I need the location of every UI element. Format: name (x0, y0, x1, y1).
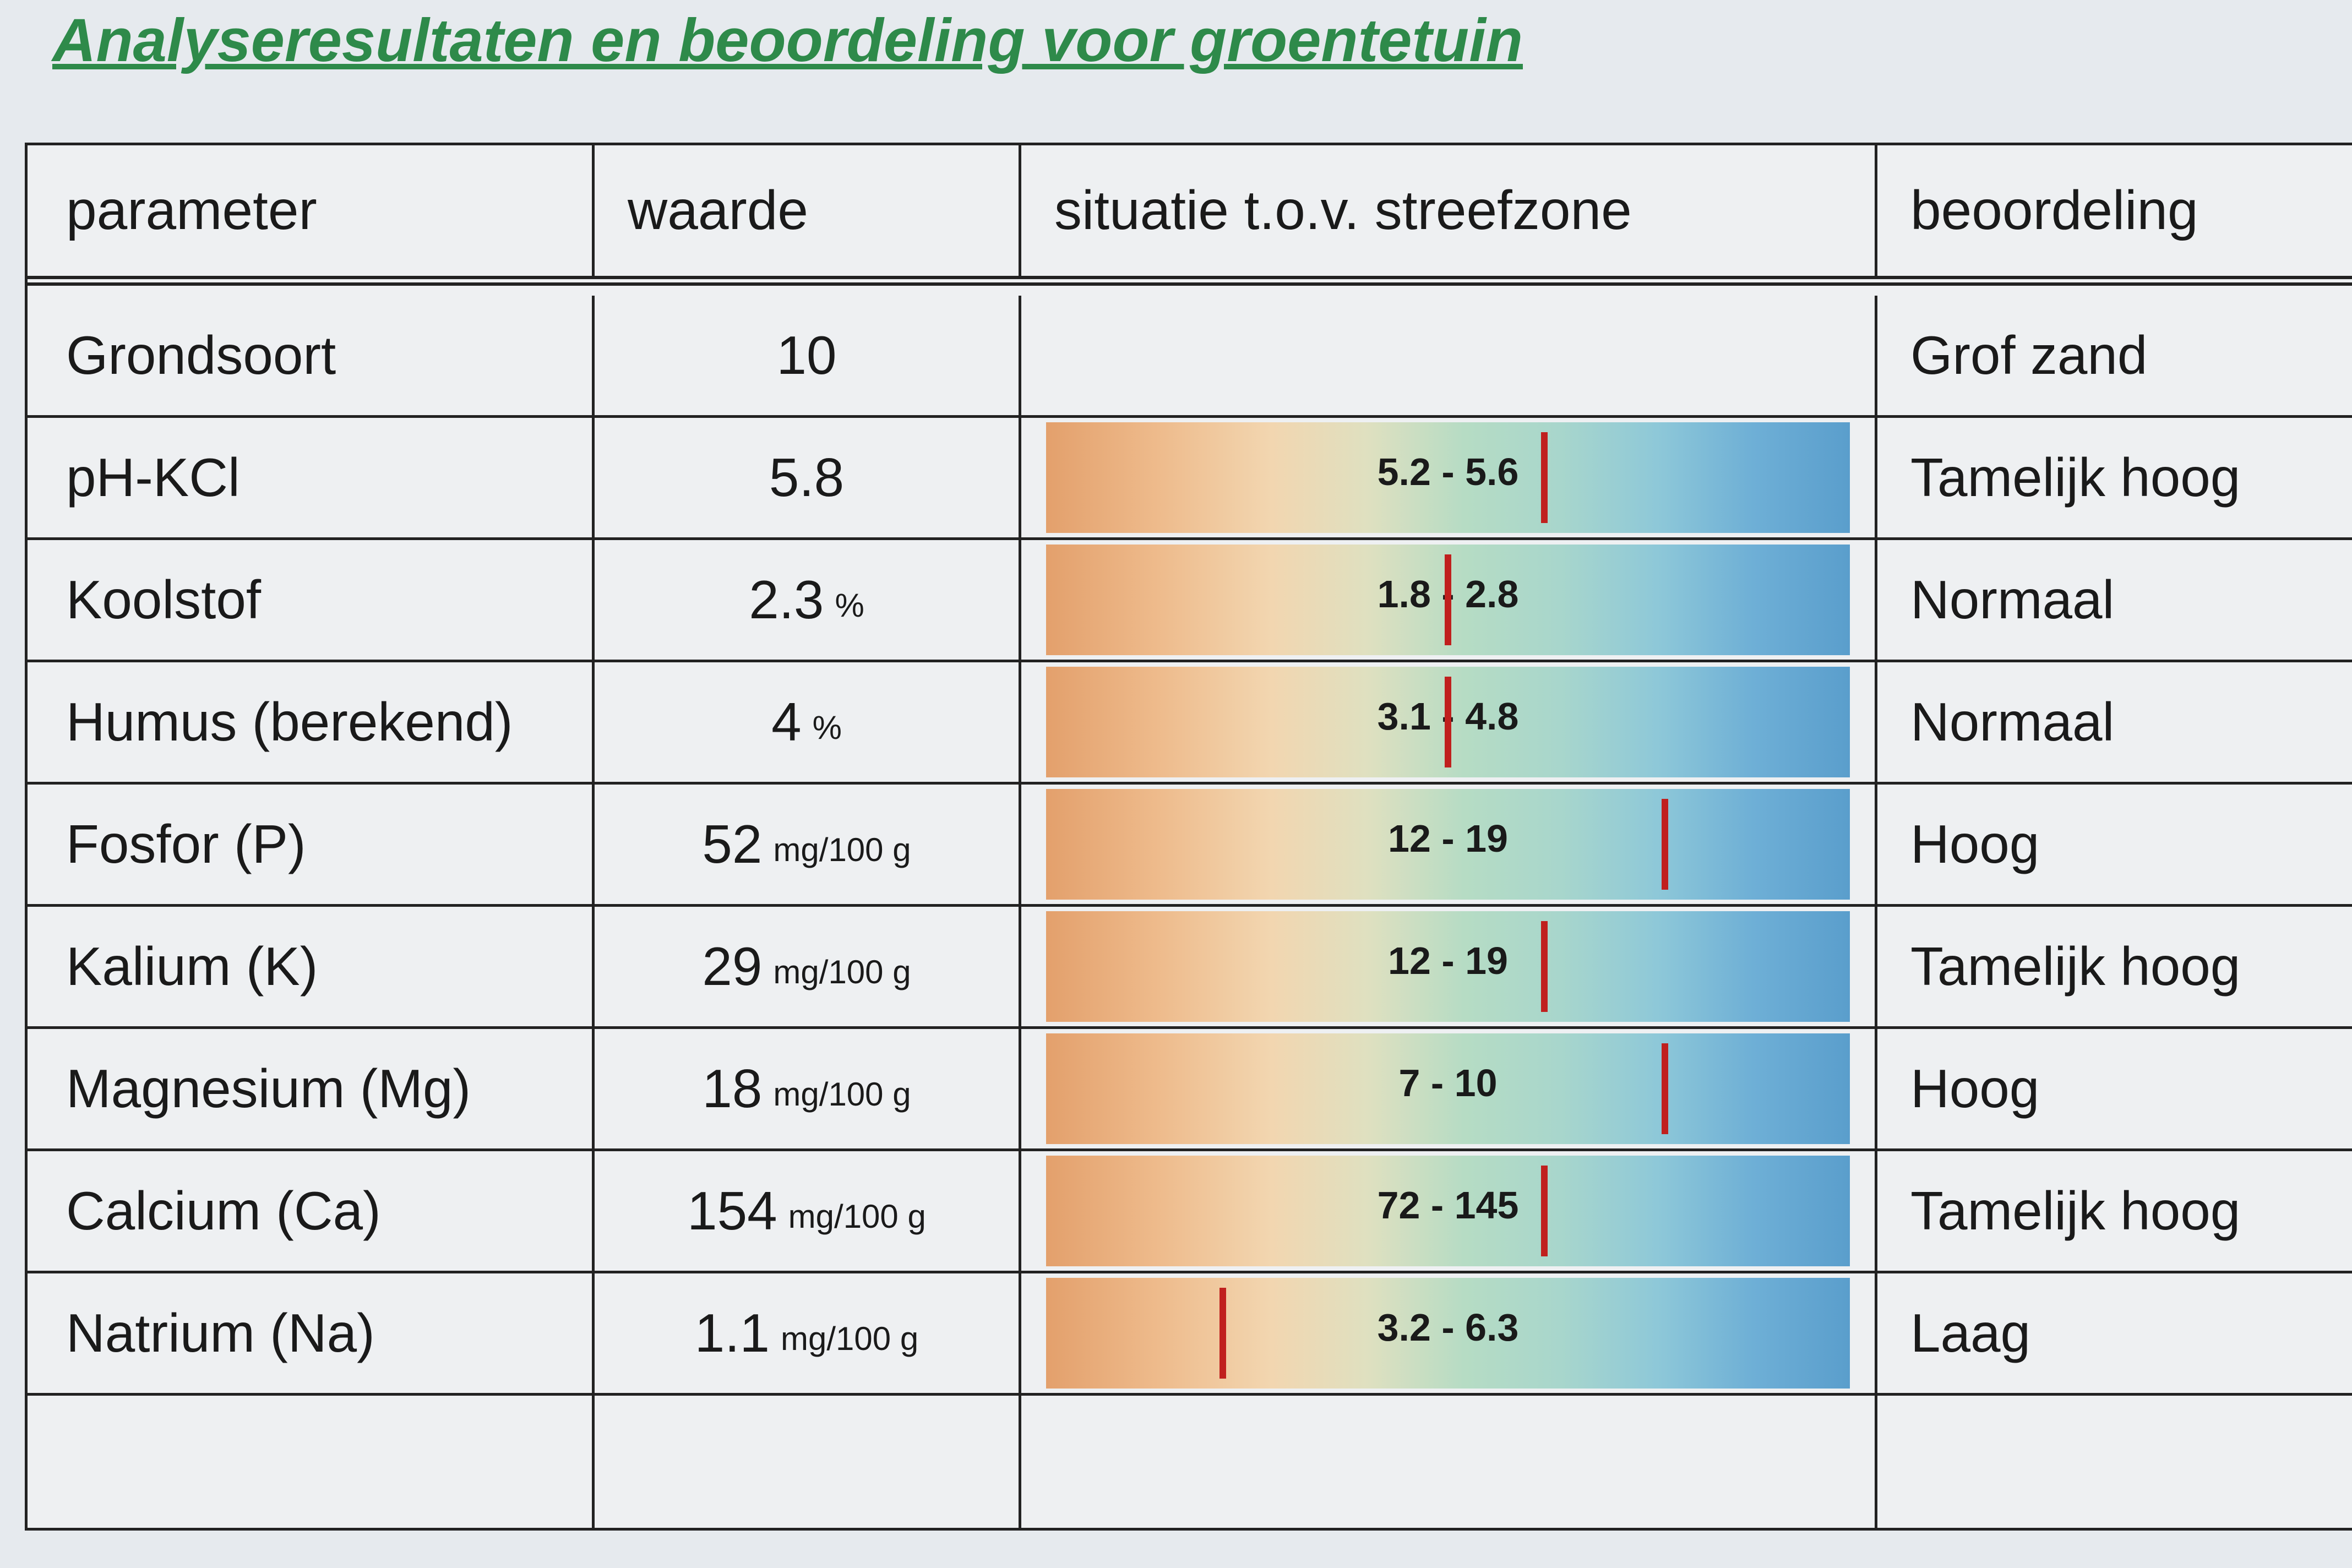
judgement-cell: Laag (1910, 1303, 2031, 1363)
value-marker (1662, 1043, 1669, 1134)
table-row: Kalium (K) 29 mg/100 g 12 - 19 Tamelijk hoog (28, 907, 2352, 1029)
unit: mg/100 g (781, 1320, 919, 1357)
value-marker (1541, 432, 1548, 523)
zone-cell (1021, 296, 1877, 415)
unit: mg/100 g (788, 1198, 926, 1235)
zone-cell: 3.2 - 6.3 (1021, 1273, 1877, 1393)
judgement-cell: Normaal (1910, 692, 2115, 752)
empty-row (28, 1396, 2352, 1531)
value-cell: 29 mg/100 g (595, 907, 1021, 1026)
zone-bar: 3.2 - 6.3 (1046, 1278, 1850, 1389)
empty-cell (1021, 1396, 1877, 1531)
zone-bar: 72 - 145 (1046, 1156, 1850, 1266)
target-range: 7 - 10 (1398, 1061, 1498, 1104)
value-marker (1219, 1288, 1227, 1379)
zone-bar: 3.1 - 4.8 (1046, 667, 1850, 777)
target-range: 12 - 19 (1388, 817, 1508, 860)
value-marker (1445, 677, 1451, 767)
value-marker (1541, 921, 1548, 1012)
header-cell: beoordeling (1910, 179, 2198, 241)
value: 4 (771, 692, 802, 752)
judgement-cell: Tamelijk hoog (1910, 1180, 2241, 1241)
value-marker (1662, 799, 1669, 890)
parameter-cell: pH-KCl (28, 418, 595, 537)
target-range: 5.2 - 5.6 (1377, 450, 1519, 493)
value-cell: 2.3% (595, 540, 1021, 660)
title: Analyseresultaten en beoordeling voor gr… (52, 7, 1523, 74)
table-row: Grondsoort 10 Grof zand (28, 296, 2352, 418)
unit: mg/100 g (773, 1076, 911, 1113)
target-range: 72 - 145 (1377, 1184, 1519, 1227)
value: 154 (687, 1180, 777, 1241)
judgement-cell: Grof zand (1910, 325, 2148, 385)
parameter-cell: Calcium (Ca) (28, 1151, 595, 1271)
zone-cell: 7 - 10 (1021, 1029, 1877, 1148)
parameter-cell: Humus (berekend) (28, 662, 595, 782)
zone-bar: 5.2 - 5.6 (1046, 422, 1850, 533)
value-cell: 154 mg/100 g (595, 1151, 1021, 1271)
parameter-cell: Magnesium (Mg) (28, 1029, 595, 1148)
zone-cell: 72 - 145 (1021, 1151, 1877, 1271)
zone-bar: 12 - 19 (1046, 911, 1850, 1022)
parameter-cell: Kalium (K) (28, 907, 595, 1026)
zone-cell: 3.1 - 4.8 (1021, 662, 1877, 782)
target-range: 12 - 19 (1388, 939, 1508, 982)
value-cell: 4% (595, 662, 1021, 782)
judgement-cell: Hoog (1910, 1058, 2040, 1119)
value: 29 (702, 936, 763, 997)
empty-cell (595, 1396, 1021, 1531)
judgement-cell: Tamelijk hoog (1910, 936, 2241, 997)
parameter-cell: Grondsoort (28, 296, 595, 415)
header-cell: parameter (28, 145, 595, 276)
zone-cell: 5.2 - 5.6 (1021, 418, 1877, 537)
value: 1.1 (694, 1303, 770, 1363)
zone-cell: 1.8 - 2.8 (1021, 540, 1877, 660)
table-row: Fosfor (P) 52 mg/100 g 12 - 19 Hoog (28, 785, 2352, 907)
header-cell: situatie t.o.v. streefzone (1021, 145, 1877, 276)
value: 10 (776, 325, 837, 385)
empty-cell (28, 1396, 595, 1531)
zone-cell: 12 - 19 (1021, 785, 1877, 904)
table-row: Calcium (Ca) 154 mg/100 g 72 - 145 Tamelijk … (28, 1151, 2352, 1273)
value-cell: 10 (595, 296, 1021, 415)
unit: % (835, 587, 864, 624)
table-row: Natrium (Na) 1.1 mg/100 g 3.2 - 6.3 Laag (28, 1273, 2352, 1396)
zone-bar: 1.8 - 2.8 (1046, 545, 1850, 655)
judgement-cell: Tamelijk hoog (1910, 447, 2241, 508)
judgement-cell: Normaal (1910, 569, 2115, 630)
target-range: 3.2 - 6.3 (1377, 1306, 1519, 1349)
results-table: parameter waarde situatie t.o.v. streefz… (25, 143, 2352, 1531)
value: 2.3 (749, 569, 824, 630)
value-cell: 1.1 mg/100 g (595, 1273, 1021, 1393)
value-cell: 18 mg/100 g (595, 1029, 1021, 1148)
value-marker (1445, 554, 1451, 645)
zone-bar: 7 - 10 (1046, 1033, 1850, 1144)
zone-cell: 12 - 19 (1021, 907, 1877, 1026)
table-row: pH-KCl 5.8 5.2 - 5.6 Tamelijk hoog (28, 418, 2352, 540)
value-marker (1541, 1166, 1548, 1256)
header-row: parameter waarde situatie t.o.v. streefz… (28, 145, 2352, 286)
parameter-cell: Natrium (Na) (28, 1273, 595, 1393)
zone-bar: 12 - 19 (1046, 789, 1850, 900)
value-cell: 5.8 (595, 418, 1021, 537)
value: 52 (702, 814, 763, 874)
parameter-cell: Koolstof (28, 540, 595, 660)
table-row: Magnesium (Mg) 18 mg/100 g 7 - 10 Hoog (28, 1029, 2352, 1151)
value: 18 (702, 1058, 763, 1119)
value-cell: 52 mg/100 g (595, 785, 1021, 904)
unit: mg/100 g (773, 831, 911, 868)
empty-cell (1877, 1396, 2352, 1531)
unit: mg/100 g (773, 954, 911, 990)
header-cell: waarde (595, 145, 1021, 276)
value: 5.8 (769, 447, 845, 508)
parameter-cell: Fosfor (P) (28, 785, 595, 904)
unit: % (812, 709, 842, 746)
judgement-cell: Hoog (1910, 814, 2040, 874)
